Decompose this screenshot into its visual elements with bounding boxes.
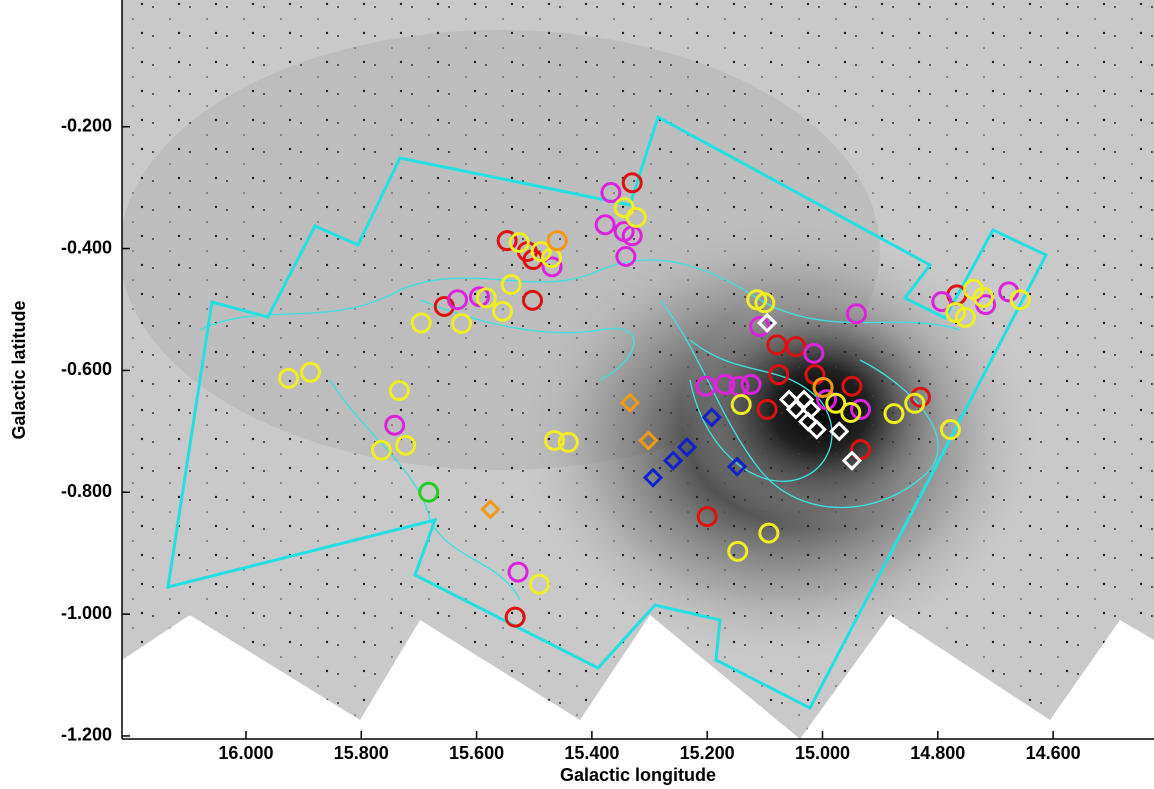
circle-marker (754, 292, 776, 314)
diamond-marker (800, 399, 822, 420)
circle-marker (615, 245, 637, 267)
diamond-marker (480, 499, 501, 520)
circle-marker (749, 316, 771, 338)
circle-marker (508, 231, 530, 253)
x-axis-label: Galactic longitude (560, 765, 716, 785)
diamond-marker (638, 430, 659, 451)
circle-marker (528, 573, 550, 595)
circle-marker (600, 182, 622, 204)
circle-marker (410, 312, 432, 334)
circle-marker (278, 367, 300, 389)
circle-marker (883, 403, 905, 425)
circle-marker (475, 287, 497, 309)
circle-marker (740, 373, 762, 395)
circle-marker (825, 392, 847, 414)
survey-footprint (166, 114, 1049, 711)
circle-marker (388, 380, 410, 402)
circle-marker (1009, 289, 1031, 311)
circle-marker (696, 506, 718, 528)
x-tick-label: 15.600 (449, 743, 504, 763)
y-tick-label: -1.000 (61, 603, 112, 623)
diamond-marker (642, 467, 664, 488)
circle-marker (594, 214, 616, 236)
sky-image (122, 0, 1154, 739)
circle-marker (500, 274, 522, 296)
circle-marker (850, 398, 872, 420)
circle-marker (504, 606, 526, 628)
y-tick-label: -0.400 (61, 237, 112, 257)
circle-marker (910, 386, 932, 408)
x-tick-label: 16.000 (218, 743, 273, 763)
circle-marker (846, 303, 868, 325)
circle-marker (621, 172, 643, 194)
diamond-marker (727, 456, 748, 477)
circle-marker (816, 389, 838, 411)
circle-marker (370, 439, 392, 461)
circle-marker (447, 289, 469, 311)
circle-marker (727, 540, 749, 562)
circle-marker (730, 394, 752, 416)
circle-marker (850, 439, 872, 461)
circle-marker (758, 522, 780, 544)
circle-marker (812, 376, 834, 398)
circle-marker (384, 414, 406, 436)
diamond-marker (829, 421, 850, 442)
circle-marker (418, 481, 440, 503)
circle-marker (521, 289, 543, 311)
circle-marker (756, 398, 778, 420)
circle-marker (507, 561, 529, 583)
circle-marker (557, 431, 579, 453)
circle-marker (931, 291, 953, 313)
circle-marker (768, 364, 790, 386)
circle-marker (840, 401, 862, 423)
diamond-marker (663, 450, 684, 471)
x-tick-label: 15.800 (334, 743, 389, 763)
circle-marker (492, 300, 514, 322)
circle-marker (954, 306, 976, 328)
diamond-marker (841, 450, 863, 471)
y-tick-label: -1.200 (61, 725, 112, 745)
circle-marker (714, 373, 736, 395)
y-tick-label: -0.600 (61, 359, 112, 379)
y-axis-label: Galactic latitude (9, 300, 29, 439)
circle-marker (841, 375, 863, 397)
circle-marker (785, 336, 807, 358)
diamond-marker (701, 407, 722, 428)
diamond-marker (806, 419, 827, 440)
circle-marker (939, 419, 961, 441)
circle-marker (904, 392, 926, 414)
x-tick-label: 15.200 (680, 743, 735, 763)
circle-marker (541, 256, 563, 278)
circle-marker (546, 230, 568, 252)
diamond-marker (619, 392, 641, 413)
circle-marker (625, 206, 647, 228)
x-tick-label: 15.000 (795, 743, 850, 763)
circle-marker (543, 429, 565, 451)
circle-marker (451, 313, 473, 335)
diamond-marker (785, 399, 807, 420)
circle-marker (395, 434, 417, 456)
x-tick-label: 15.400 (564, 743, 619, 763)
y-tick-label: -0.200 (61, 115, 112, 135)
diamond-marker (676, 437, 698, 458)
circle-marker (300, 361, 322, 383)
x-tick-label: 14.800 (910, 743, 965, 763)
circle-marker (803, 342, 825, 364)
circle-marker (530, 241, 552, 263)
y-tick-label: -0.800 (61, 481, 112, 501)
diamond-marker (757, 312, 778, 334)
x-tick-label: 14.600 (1026, 743, 1081, 763)
circle-marker (496, 230, 518, 252)
circle-marker (972, 286, 994, 308)
circle-marker (945, 302, 967, 324)
